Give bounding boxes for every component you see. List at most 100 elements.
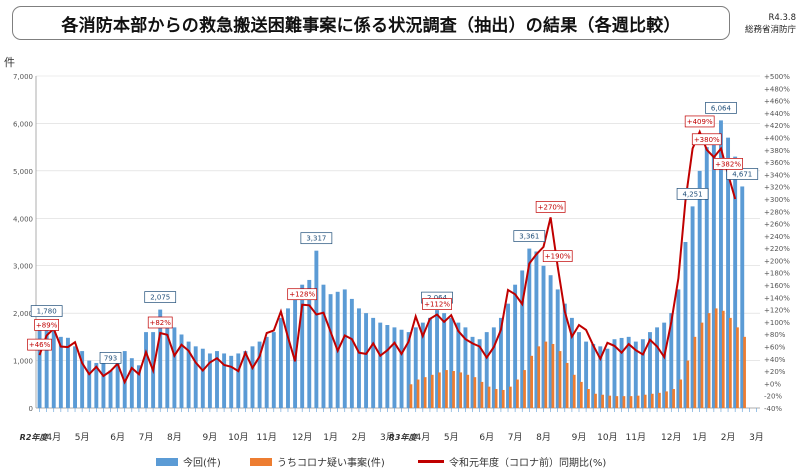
bar-covid — [601, 394, 604, 408]
bar-current — [179, 334, 184, 408]
ratio-label-box — [684, 115, 715, 128]
bar-current — [144, 332, 148, 408]
bar-current — [534, 251, 539, 408]
y2-tick-label: +200% — [764, 257, 790, 265]
bar-current — [87, 360, 92, 408]
bar-covid — [445, 370, 448, 408]
bar-current — [58, 336, 63, 408]
y2-tick-label: +320% — [764, 184, 790, 192]
bar-current — [711, 137, 716, 408]
month-label: 5月 — [444, 432, 459, 443]
bar-current — [44, 323, 49, 408]
month-label: 7月 — [508, 432, 523, 443]
bar-label-box — [300, 232, 333, 245]
bar-value-label: 6,064 — [711, 104, 732, 112]
y2-tick-label: +100% — [764, 319, 790, 327]
bar-current — [527, 248, 532, 408]
bar-current — [222, 353, 227, 408]
month-label: 4月 — [46, 432, 61, 443]
bar-current — [577, 332, 581, 408]
y-tick-label: 6,000 — [13, 120, 33, 128]
y2-tick-label: +260% — [764, 221, 790, 229]
bar-current — [207, 353, 212, 408]
month-label: 6月 — [110, 432, 125, 443]
fiscal-year-label: R2年度 — [20, 433, 50, 442]
bar-current — [73, 346, 77, 408]
y2-tick-label: +20% — [764, 368, 786, 376]
bar-covid — [587, 389, 590, 408]
bar-covid — [487, 386, 491, 408]
bar-covid — [686, 360, 690, 408]
ratio-value-label: +382% — [715, 160, 741, 168]
fiscal-year-label: R3年度 — [389, 433, 419, 442]
bar-value-label: 4,671 — [732, 170, 752, 178]
y2-tick-label: +240% — [764, 233, 790, 241]
month-label: 8月 — [536, 432, 551, 443]
bar-current — [591, 343, 596, 408]
bar-current — [669, 313, 674, 408]
bar-label-box — [30, 305, 63, 317]
bar-current — [626, 336, 631, 408]
ratio-label-box — [422, 298, 452, 310]
bar-covid — [579, 381, 583, 408]
bar-current — [342, 289, 347, 408]
bar-current — [314, 250, 319, 408]
month-label: 10月 — [228, 432, 248, 443]
bar-covid — [650, 393, 654, 408]
ratio-line — [38, 129, 737, 385]
month-label: 1月 — [323, 432, 338, 443]
bar-covid — [736, 327, 739, 408]
y-tick-label: 0 — [29, 405, 33, 413]
y2-tick-label: +220% — [764, 245, 790, 253]
month-label: 2月 — [721, 432, 736, 443]
bar-current — [619, 337, 624, 408]
bar-label-box — [99, 352, 122, 364]
bar-current — [243, 351, 248, 408]
page-title: 各消防本部からの救急搬送困難事案に係る状況調査（抽出）の結果（各週比較） — [61, 15, 681, 36]
bar-current — [633, 341, 638, 408]
bar-covid — [430, 374, 434, 408]
bar-current — [420, 322, 425, 408]
bar-current — [569, 317, 574, 408]
bar-current — [108, 370, 113, 408]
y2-tick-label: +60% — [764, 344, 786, 352]
month-label: 3月 — [380, 432, 395, 443]
bar-current — [193, 346, 198, 408]
bar-current — [278, 317, 283, 408]
bar-current — [371, 317, 376, 408]
bar-current — [541, 265, 546, 408]
bar-current — [470, 336, 475, 408]
month-label: 8月 — [167, 432, 182, 443]
month-label: 4月 — [415, 432, 430, 443]
bar-current — [165, 322, 170, 408]
legend-swatch-current — [156, 457, 178, 466]
bar-current — [229, 355, 234, 408]
month-label: 2月 — [352, 432, 367, 443]
y2-tick-label: +280% — [764, 208, 790, 216]
y2-tick-label: +380% — [764, 147, 790, 155]
bar-current — [449, 317, 454, 408]
bar-current — [662, 322, 667, 408]
bar-covid — [508, 386, 512, 408]
y-tick-label: 5,000 — [13, 168, 33, 176]
title-box: 各消防本部からの救急搬送困難事案に係る状況調査（抽出）の結果（各週比較） — [12, 6, 730, 40]
legend-item-current: 今回(件) — [156, 454, 221, 469]
bar-value-label: 2,075 — [150, 294, 170, 302]
bar-current — [215, 351, 219, 408]
month-label: 11月 — [626, 432, 646, 443]
y2-tick-label: +360% — [764, 159, 790, 167]
bar-current — [406, 332, 411, 408]
y2-tick-label: +140% — [764, 294, 790, 302]
month-label: 11月 — [256, 432, 276, 443]
ratio-value-label: +82% — [149, 319, 171, 327]
bar-value-label: 4,251 — [683, 190, 703, 198]
month-label: 7月 — [139, 432, 154, 443]
bar-label-box — [513, 230, 546, 242]
bar-current — [740, 186, 745, 408]
y-tick-label: 3,000 — [13, 263, 33, 271]
bar-current — [435, 310, 439, 408]
y-tick-label: 7,000 — [13, 73, 33, 81]
bar-current — [349, 298, 354, 408]
bar-covid — [729, 317, 732, 408]
legend-item-covid: うちコロナ疑い事案(件) — [250, 454, 385, 469]
